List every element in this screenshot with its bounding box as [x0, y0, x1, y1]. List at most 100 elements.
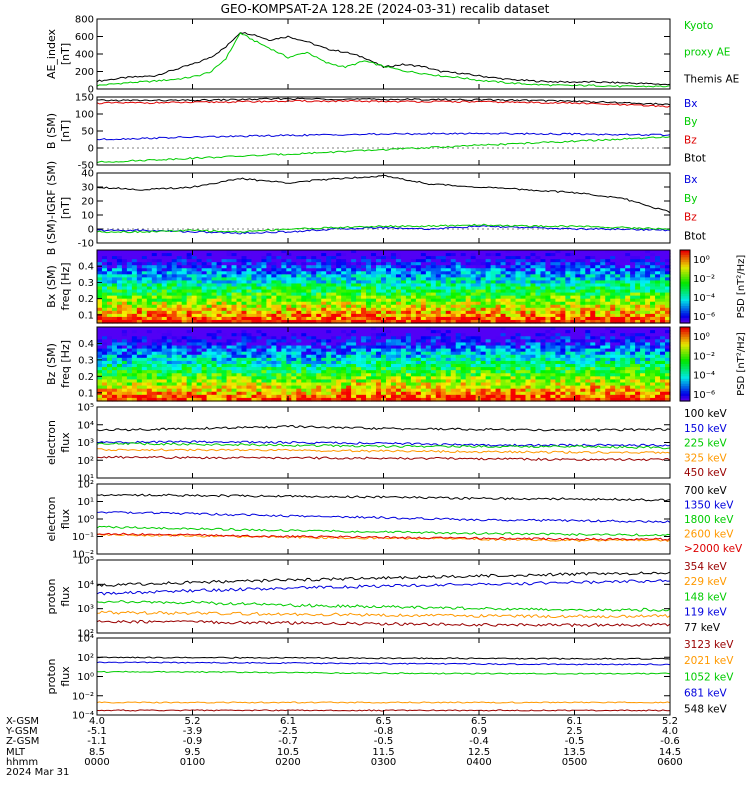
series-line: [96, 225, 671, 235]
colorbar-tick-label: 10⁻²: [693, 274, 715, 285]
series-line: [96, 599, 671, 612]
colorbar-step: [680, 339, 690, 343]
y-tick-label: 10⁻²: [72, 550, 94, 561]
legend-entry: 119 keV: [684, 607, 728, 619]
y-tick-label: 10²: [77, 480, 94, 491]
y-tick-label: 0.4: [78, 262, 94, 273]
y-axis-label: electron: [45, 497, 58, 542]
ephemeris-row-label: hhmm: [6, 757, 38, 768]
legend-entry: 700 keV: [684, 485, 728, 497]
legend: 700 keV 1350 keV 1800 keV 2600 keV >2000 keV: [684, 485, 743, 555]
y-tick-label: -50: [78, 161, 94, 172]
series-line: [96, 32, 671, 88]
colorbar-step: [680, 361, 690, 365]
panel-2: -50 0 50 100 150 Bx By Bz Btot B (SM) [nT]: [45, 93, 706, 172]
y-axis-unit: flux: [59, 508, 72, 529]
colorbar-step: [680, 356, 690, 360]
y-tick-label: 600: [75, 32, 94, 43]
panel-6: 10¹ 10² 10³ 10⁴ 10⁵ 100 keV 150 keV 225 keV 325 …: [45, 403, 728, 485]
y-tick-label: 10³: [77, 438, 94, 449]
legend-entry: 1052 keV: [684, 671, 734, 683]
ephemeris-value: 0200: [275, 757, 300, 768]
ephemeris-value: 0000: [84, 757, 109, 768]
ephemeris-value: 6.1: [567, 716, 583, 727]
colorbar-tick-label: 10⁻²: [693, 351, 715, 362]
y-tick-label: 40: [81, 169, 94, 180]
legend-entry: Btot: [684, 230, 706, 242]
ephemeris-value: -5.1: [87, 726, 107, 737]
colorbar-step: [680, 305, 690, 309]
y-tick-label: 10²: [77, 653, 94, 664]
series-line: [97, 448, 671, 454]
colorbar-step: [680, 269, 690, 273]
ephemeris-value: -3.9: [183, 726, 203, 737]
legend-entry: 325 keV: [684, 452, 728, 464]
y-tick-label: 0.1: [78, 388, 94, 399]
series-line: [96, 424, 671, 432]
plot-frame: [96, 326, 671, 402]
y-axis-unit: flux: [59, 666, 72, 687]
y-axis-label: proton: [45, 578, 58, 614]
colorbar-step: [680, 262, 690, 266]
plot-frame: [96, 637, 671, 716]
colorbar-step: [680, 293, 690, 297]
series-line: [96, 132, 671, 141]
ephemeris-value: 8.5: [89, 747, 105, 758]
panel-7: 10⁻² 10⁻¹ 10⁰ 10¹ 10² 700 keV 1350 keV 1800 keV…: [45, 480, 743, 561]
colorbar-step: [680, 296, 690, 300]
ephemeris-value: -0.7: [278, 736, 298, 747]
colorbar-step: [680, 254, 690, 258]
colorbar-tick-label: 10⁻⁶: [693, 312, 715, 323]
legend-entry: Kyoto: [684, 20, 713, 32]
colorbar-label: PSD [nT²/Hz]: [736, 332, 747, 396]
colorbar-step: [680, 341, 690, 345]
colorbar-step: [680, 331, 690, 335]
y-tick-label: 200: [75, 67, 94, 78]
series-line: [96, 223, 671, 234]
y-axis-label: AE_index: [45, 28, 58, 79]
colorbar-step: [680, 281, 690, 285]
y-tick-label: 10⁴: [77, 580, 94, 591]
y-tick-label: 0.3: [78, 278, 94, 289]
y-tick-label: 30: [81, 183, 94, 194]
colorbar-step: [680, 315, 690, 319]
colorbar-step: [680, 271, 690, 275]
y-axis-unit: [nT]: [59, 43, 72, 65]
colorbar: 10⁰ 10⁻² 10⁻⁴ 10⁻⁶ PSD [nT²/Hz]: [679, 249, 747, 324]
legend-entry: proxy AE: [684, 47, 730, 59]
y-tick-label: 10: [81, 211, 94, 222]
legend-entry: Btot: [684, 153, 706, 165]
series-line: [97, 670, 671, 675]
series-line: [96, 174, 671, 214]
series-line: [96, 525, 671, 537]
colorbar-step: [680, 349, 690, 353]
ephemeris-value: 6.5: [376, 716, 392, 727]
colorbar-step: [680, 376, 690, 380]
series-line: [96, 493, 671, 502]
colorbar-frame: [679, 326, 691, 402]
y-tick-label: 0.2: [78, 372, 94, 383]
colorbar-step: [680, 346, 690, 350]
colorbar-step: [680, 274, 690, 278]
colorbar-tick-label: 10⁻⁶: [693, 390, 715, 401]
plot-frame: [96, 249, 671, 324]
y-tick-label: 10⁻¹: [72, 532, 94, 543]
colorbar-step: [680, 286, 690, 290]
colorbar-step: [680, 383, 690, 387]
legend: 354 keV 229 keV 148 keV 119 keV 77 keV: [684, 561, 728, 634]
plot-frame: [96, 483, 671, 555]
legend-entry: By: [684, 193, 697, 205]
ephemeris-value: -0.8: [374, 726, 394, 737]
y-tick-label: 10⁻⁴: [72, 711, 94, 722]
y-tick-label: 10⁴: [77, 420, 94, 431]
colorbar-step: [680, 284, 690, 288]
legend-entry: 229 keV: [684, 576, 728, 588]
ephemeris-value: -2.5: [278, 726, 298, 737]
colorbar-step: [680, 391, 690, 395]
ephemeris-row-label: Z-GSM: [6, 736, 39, 747]
legend-entry: 681 keV: [684, 687, 728, 699]
colorbar-step: [680, 318, 690, 322]
panel-5: 10⁰ 10⁻² 10⁻⁴ 10⁻⁶ PSD [nT²/Hz] 0.1 0.2 0.3 0.4 B…: [45, 326, 747, 402]
ephemeris-value: -0.6: [660, 736, 680, 747]
colorbar-step: [680, 329, 690, 333]
